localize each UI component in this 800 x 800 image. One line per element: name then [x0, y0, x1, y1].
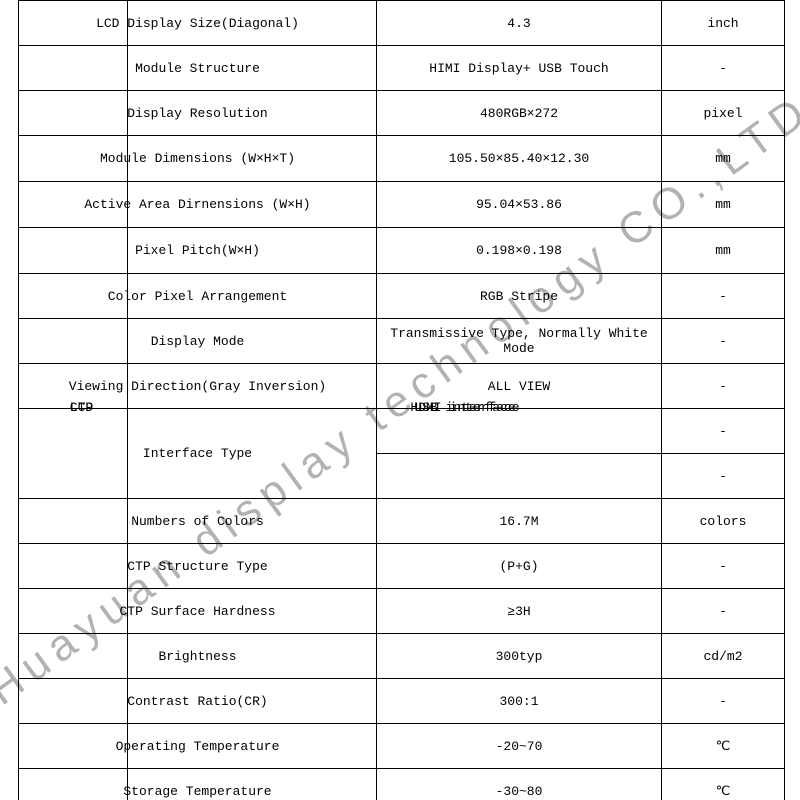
spec-table: LCD Display Size(Diagonal) 4.3 inch Modu…: [18, 0, 785, 800]
table-row: CTP USB interface -: [19, 454, 785, 499]
spec-value: CTP USB interface: [377, 454, 662, 499]
interface-sub-b: USB interface: [377, 454, 662, 499]
